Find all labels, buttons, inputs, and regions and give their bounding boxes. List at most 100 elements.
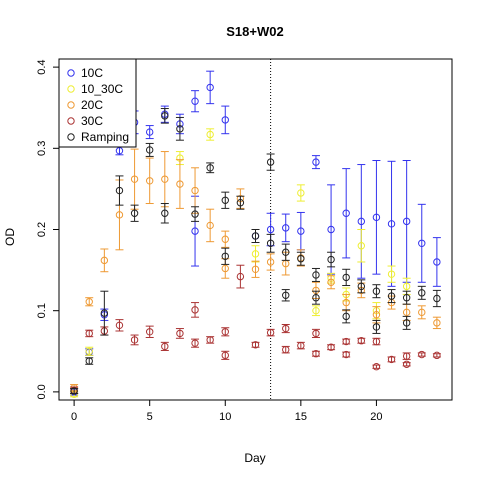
data-point bbox=[251, 232, 260, 240]
data-point bbox=[357, 242, 366, 250]
series-30c bbox=[70, 264, 441, 395]
data-point bbox=[206, 221, 214, 230]
data-point bbox=[402, 352, 411, 360]
data-point bbox=[191, 97, 199, 105]
data-point bbox=[161, 112, 169, 120]
data-point bbox=[206, 336, 214, 344]
data-point bbox=[145, 177, 154, 185]
data-point bbox=[176, 329, 184, 338]
y-tick-label: 0.2 bbox=[36, 222, 48, 237]
legend-label: 30C bbox=[81, 114, 103, 128]
data-point bbox=[85, 357, 93, 365]
data-point bbox=[221, 328, 229, 336]
data-point bbox=[372, 311, 381, 319]
data-point bbox=[342, 209, 350, 217]
legend-label: 20C bbox=[81, 98, 103, 112]
legend-box bbox=[58, 58, 137, 148]
data-point bbox=[161, 209, 169, 217]
data-point bbox=[176, 180, 184, 188]
data-point bbox=[418, 350, 426, 359]
data-point bbox=[327, 343, 335, 351]
data-point bbox=[357, 337, 366, 345]
x-tick-label: 20 bbox=[370, 411, 382, 423]
legend-label: 10C bbox=[81, 66, 103, 80]
data-point bbox=[433, 319, 441, 327]
data-point bbox=[100, 309, 109, 317]
data-point bbox=[70, 387, 78, 395]
data-point bbox=[266, 239, 275, 248]
x-tick-label: 5 bbox=[147, 411, 153, 423]
legend-marker bbox=[67, 133, 75, 141]
legend-marker bbox=[67, 69, 75, 77]
y-tick-label: 0.4 bbox=[36, 59, 48, 74]
data-point bbox=[161, 175, 169, 183]
data-point bbox=[100, 256, 109, 265]
data-point bbox=[191, 210, 199, 218]
data-point bbox=[115, 186, 124, 195]
data-point bbox=[282, 324, 290, 333]
y-tick-label: 0.3 bbox=[36, 141, 48, 156]
x-axis-label: Day bbox=[244, 451, 265, 465]
data-point bbox=[266, 158, 275, 166]
data-point bbox=[266, 225, 275, 234]
data-point bbox=[251, 265, 260, 273]
data-point bbox=[312, 329, 320, 338]
data-point bbox=[85, 298, 93, 306]
data-point bbox=[206, 130, 214, 139]
data-point bbox=[433, 351, 441, 360]
data-point bbox=[342, 312, 350, 321]
data-point bbox=[191, 339, 199, 347]
data-point bbox=[387, 270, 396, 278]
data-point bbox=[282, 345, 290, 354]
data-point bbox=[297, 255, 305, 263]
data-point bbox=[372, 213, 381, 222]
data-point bbox=[297, 227, 305, 235]
data-point bbox=[312, 306, 320, 315]
data-point bbox=[342, 350, 350, 359]
data-point bbox=[191, 306, 199, 314]
data-point bbox=[342, 273, 350, 282]
series-10-30c bbox=[70, 128, 411, 399]
data-point bbox=[221, 252, 229, 260]
data-point bbox=[402, 282, 411, 291]
y-tick-label: 0.0 bbox=[36, 384, 48, 399]
data-point bbox=[130, 209, 139, 217]
data-point bbox=[221, 116, 229, 124]
legend-marker bbox=[67, 85, 75, 93]
data-point bbox=[327, 225, 335, 234]
data-point bbox=[266, 328, 275, 337]
data-point bbox=[221, 264, 229, 273]
data-point bbox=[387, 355, 396, 364]
data-point bbox=[418, 239, 426, 248]
data-point bbox=[221, 351, 229, 360]
data-point bbox=[327, 255, 335, 264]
data-point bbox=[282, 291, 290, 299]
data-point bbox=[387, 292, 396, 300]
data-point bbox=[206, 164, 214, 172]
data-point bbox=[145, 328, 154, 336]
data-point bbox=[433, 294, 441, 303]
data-point bbox=[206, 83, 214, 92]
data-point bbox=[251, 250, 260, 258]
data-point bbox=[312, 294, 320, 302]
data-point bbox=[221, 235, 229, 243]
data-point bbox=[312, 158, 320, 166]
data-point bbox=[402, 217, 411, 226]
legend-marker bbox=[67, 117, 75, 125]
data-point bbox=[372, 337, 381, 346]
legend: 10C 10_30C 20C 30C Ramping bbox=[58, 58, 137, 148]
data-point bbox=[402, 308, 411, 317]
data-point bbox=[130, 175, 139, 183]
data-point bbox=[130, 336, 139, 344]
legend-label: 10_30C bbox=[81, 82, 123, 96]
legend-label: Ramping bbox=[81, 130, 129, 144]
data-point bbox=[191, 186, 199, 195]
data-point bbox=[342, 337, 350, 346]
data-point bbox=[418, 308, 426, 317]
y-axis-label: OD bbox=[3, 228, 17, 246]
data-point bbox=[191, 227, 199, 235]
legend-marker bbox=[67, 101, 75, 109]
data-point bbox=[402, 319, 411, 327]
